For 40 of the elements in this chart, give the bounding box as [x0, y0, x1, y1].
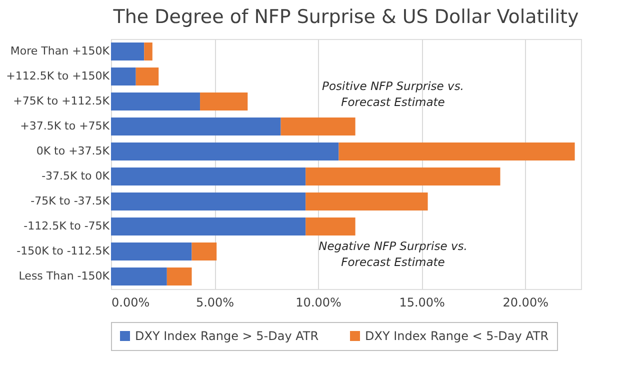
bar [111, 218, 306, 236]
x-tick-label: 20.00% [502, 296, 548, 310]
y-tick-label: -37.5K to 0K [42, 170, 110, 182]
bar [144, 42, 152, 60]
bar [306, 168, 500, 186]
bar [111, 192, 306, 210]
bar [280, 118, 356, 136]
bar [200, 92, 248, 110]
bar [192, 242, 217, 260]
y-tick-label: More Than +150K [10, 44, 110, 58]
chart-title: The Degree of NFP Surprise & US Dollar Volatility [112, 6, 579, 28]
bar [111, 142, 339, 160]
bar [111, 268, 167, 286]
bar [111, 168, 306, 186]
y-tick-label: 0K to +37.5K [36, 144, 110, 158]
bar [338, 142, 575, 160]
y-tick-label: +37.5K to +75K [20, 120, 110, 132]
bar [111, 242, 192, 260]
y-tick-label: -112.5K to -75K [24, 220, 110, 232]
bar [306, 218, 356, 236]
bar [111, 68, 136, 86]
y-tick-label: +112.5K to +150K [6, 70, 110, 82]
y-tick-label: -75K to -37.5K [30, 194, 110, 208]
annotation: Negative NFP Surprise vs. Forecast Estimate [318, 239, 468, 269]
x-tick-label: 15.00% [399, 296, 445, 310]
bar [136, 68, 159, 86]
y-tick-label: Less Than -150K [18, 270, 110, 282]
x-tick-label: 0.00% [112, 296, 150, 310]
annotation: Positive NFP Surprise vs. Forecast Estimate [322, 79, 464, 109]
legend-label: DXY Index Range < 5-Day ATR [365, 329, 549, 343]
x-tick-label: 10.00% [296, 296, 342, 310]
x-tick-label: 5.00% [196, 296, 234, 310]
bar [111, 118, 281, 136]
bar [166, 268, 192, 286]
y-tick-label: -150K to -112.5K [16, 244, 110, 258]
legend-label: DXY Index Range > 5-Day ATR [135, 329, 319, 343]
bar [306, 192, 428, 210]
bar [111, 42, 144, 60]
bar [111, 92, 200, 110]
y-tick-label: +75K to +112.5K [13, 94, 110, 108]
